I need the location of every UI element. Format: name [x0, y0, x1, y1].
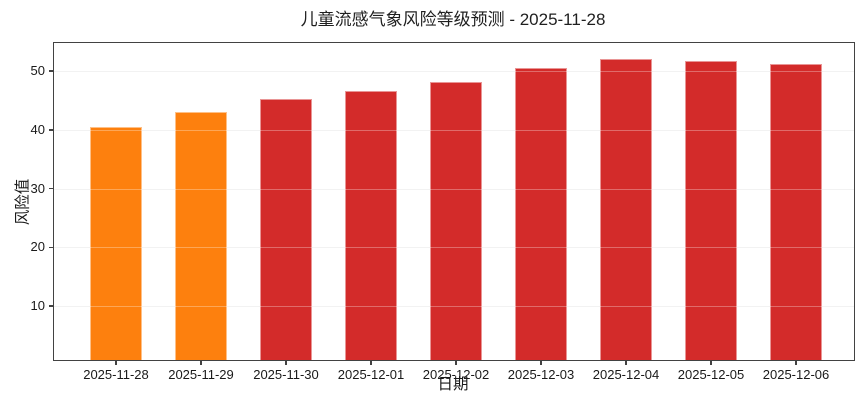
- x-tick-label-2025-11-29: 2025-11-29: [168, 367, 234, 382]
- x-tick-label-2025-11-30: 2025-11-30: [253, 367, 319, 382]
- x-tick-2025-12-03: [540, 361, 542, 365]
- x-tick-label-2025-12-04: 2025-12-04: [592, 367, 660, 382]
- y-tick-40: [49, 129, 53, 131]
- x-tick-2025-11-30: [285, 361, 287, 365]
- bar-2025-12-02: [430, 82, 482, 360]
- x-axis-label: 日期: [437, 376, 469, 393]
- y-tick-50: [49, 70, 53, 72]
- bar-2025-12-04: [600, 58, 652, 360]
- x-tick-2025-12-06: [795, 361, 797, 365]
- x-tick-2025-11-29: [200, 361, 202, 365]
- x-tick-2025-12-02: [455, 361, 457, 365]
- gridline-overlay-10: [54, 305, 854, 307]
- y-tick-label-50: 50: [30, 63, 45, 79]
- chart-title: 儿童流感气象风险等级预测 - 2025-11-28: [300, 10, 606, 29]
- bar-2025-11-29: [175, 112, 227, 360]
- x-tick-2025-12-01: [370, 361, 372, 365]
- bar-2025-12-05: [685, 60, 737, 360]
- plot-area: 风险值 10 20 30 40 50 2025-11-28 2025-11-29 2025-1…: [14, 42, 855, 382]
- y-tick-10: [49, 305, 53, 307]
- x-tick-label-2025-12-02: 2025-12-02: [422, 367, 490, 382]
- x-tick-2025-11-28: [115, 361, 117, 365]
- x-tick-label-2025-12-01: 2025-12-01: [337, 367, 405, 382]
- bar-2025-12-06: [770, 63, 822, 360]
- x-tick-label-2025-12-05: 2025-12-05: [677, 367, 745, 382]
- y-tick-label-40: 40: [30, 121, 45, 137]
- gridline-overlay-20: [54, 247, 854, 249]
- bar-2025-11-30: [260, 99, 312, 360]
- y-tick-label-30: 30: [30, 180, 45, 196]
- x-tick-label-2025-12-03: 2025-12-03: [507, 367, 575, 382]
- gridline-overlay-30: [54, 188, 854, 190]
- x-tick-2025-12-04: [625, 361, 627, 365]
- x-tick-label-2025-12-06: 2025-12-06: [762, 367, 830, 382]
- gridline-overlay-40: [54, 129, 854, 131]
- y-tick-label-10: 10: [30, 297, 45, 313]
- x-tick-2025-12-05: [710, 361, 712, 365]
- y-tick-30: [49, 187, 53, 190]
- x-tick-label-2025-11-28: 2025-11-28: [83, 367, 149, 382]
- y-tick-20: [49, 246, 53, 249]
- gridline-overlay-50: [54, 71, 854, 73]
- y-tick-label-20: 20: [30, 239, 45, 255]
- bar-2025-12-03: [515, 68, 567, 360]
- bar-2025-12-01: [345, 90, 397, 360]
- gridline-50: [54, 71, 854, 73]
- bar-2025-11-28: [90, 126, 142, 360]
